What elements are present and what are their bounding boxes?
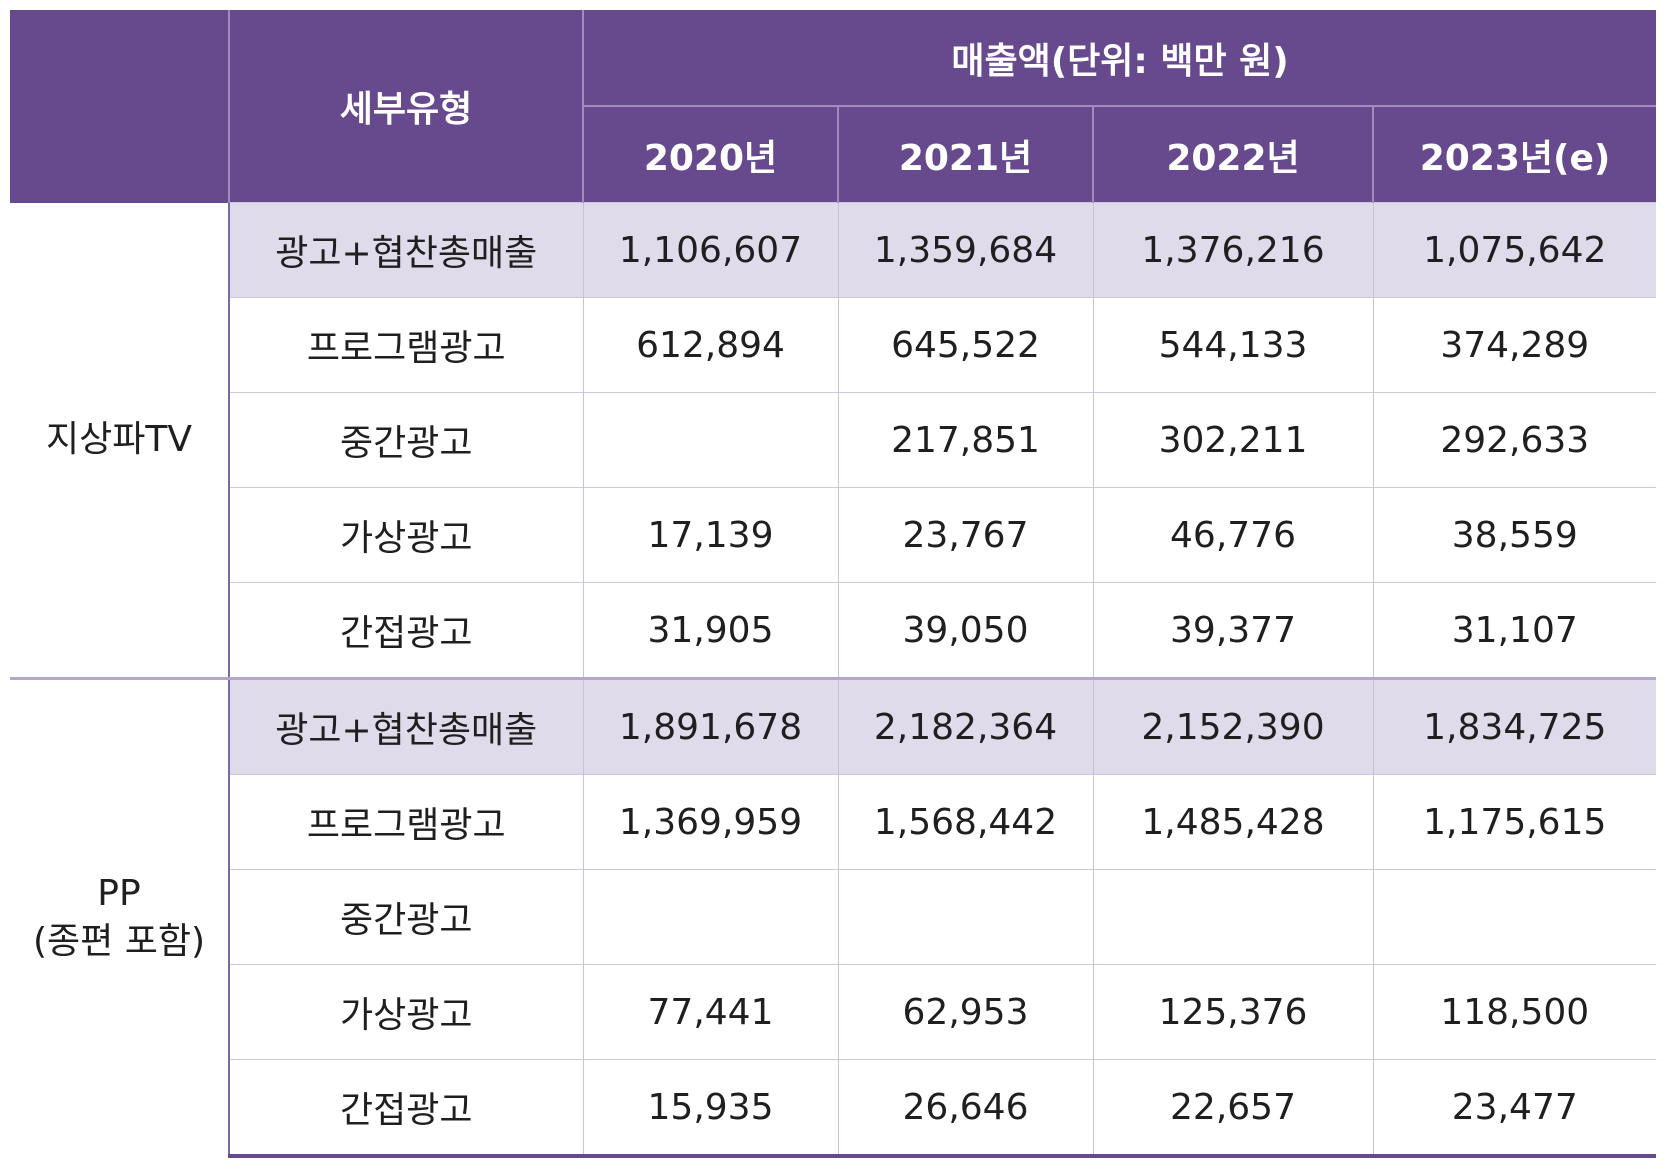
value-cell: 22,657: [1092, 1059, 1374, 1158]
value-cell: 2,152,390: [1092, 677, 1374, 775]
value-cell: 39,050: [837, 582, 1094, 679]
table-row: 중간광고 217,851 302,211 292,633: [10, 392, 1657, 488]
value-cell: 31,107: [1372, 582, 1657, 679]
header-year: 2020년: [582, 105, 839, 203]
value-cell: 39,377: [1092, 582, 1374, 679]
value-cell: 1,376,216: [1092, 202, 1374, 298]
value-cell: 46,776: [1092, 487, 1374, 583]
row-label: 간접광고: [228, 1059, 584, 1158]
value-cell: 118,500: [1372, 964, 1657, 1060]
table-row: PP (종편 포함) 광고+협찬총매출 1,891,678 2,182,364 …: [10, 677, 1657, 1156]
row-label: 가상광고: [228, 487, 584, 583]
revenue-table-container: 세부유형 매출액(단위: 백만 원) 2020년 2021년 2022년 202…: [10, 10, 1657, 1158]
value-cell: 15,935: [582, 1059, 839, 1158]
row-label: 프로그램광고: [228, 297, 584, 393]
value-cell: 645,522: [837, 297, 1094, 393]
table-row: 프로그램광고 612,894 645,522 544,133 374,289: [10, 297, 1657, 393]
row-label: 간접광고: [228, 582, 584, 679]
value-cell: 1,106,607: [582, 202, 839, 298]
value-cell: [1372, 869, 1657, 965]
value-cell: 1,369,959: [582, 774, 839, 870]
table-row: 간접광고 31,905 39,050 39,377 31,107: [10, 582, 1657, 679]
value-cell: 1,075,642: [1372, 202, 1657, 298]
ad-revenue-table: 세부유형 매출액(단위: 백만 원) 2020년 2021년 2022년 202…: [10, 10, 1657, 1158]
value-cell: 125,376: [1092, 964, 1374, 1060]
category-line-1: PP: [97, 873, 141, 914]
value-cell: 62,953: [837, 964, 1094, 1060]
value-cell: 292,633: [1372, 392, 1657, 488]
category-line-2: (종편 포함): [32, 921, 205, 962]
table-row: 간접광고 15,935 26,646 22,657 23,477: [10, 1059, 1657, 1158]
value-cell: 374,289: [1372, 297, 1657, 393]
header-year: 2021년: [837, 105, 1094, 203]
value-cell: 38,559: [1372, 487, 1657, 583]
category-cell-terrestrial: 지상파TV: [10, 202, 230, 679]
value-cell: 1,485,428: [1092, 774, 1374, 870]
value-cell: 1,891,678: [582, 677, 839, 775]
header-corner-cell: [10, 10, 230, 203]
value-cell: 2,182,364: [837, 677, 1094, 775]
row-label: 광고+협찬총매출: [228, 202, 584, 298]
value-cell: [582, 392, 839, 488]
value-cell: 612,894: [582, 297, 839, 393]
value-cell: 544,133: [1092, 297, 1374, 393]
table-row: 지상파TV 광고+협찬총매출 1,106,607 1,359,684 1,376…: [10, 202, 1657, 679]
value-cell: 77,441: [582, 964, 839, 1060]
table-row: 가상광고 77,441 62,953 125,376 118,500: [10, 964, 1657, 1060]
header-year: 2022년: [1092, 105, 1374, 203]
value-cell: 1,834,725: [1372, 677, 1657, 775]
value-cell: [837, 869, 1094, 965]
value-cell: 217,851: [837, 392, 1094, 488]
table-body: 지상파TV 광고+협찬총매출 1,106,607 1,359,684 1,376…: [10, 202, 1657, 1158]
table-row: 중간광고: [10, 869, 1657, 965]
value-cell: 1,175,615: [1372, 774, 1657, 870]
row-label: 가상광고: [228, 964, 584, 1060]
table-row: 프로그램광고 1,369,959 1,568,442 1,485,428 1,1…: [10, 774, 1657, 870]
value-cell: 1,359,684: [837, 202, 1094, 298]
header-year: 2023년(e): [1371, 105, 1657, 203]
value-cell: 26,646: [837, 1059, 1094, 1158]
value-cell: 23,767: [837, 487, 1094, 583]
value-cell: [582, 869, 839, 965]
category-cell-pp: PP (종편 포함): [10, 677, 230, 1156]
row-label: 광고+협찬총매출: [228, 677, 584, 775]
value-cell: 31,905: [582, 582, 839, 679]
header-revenue-unit: 매출액(단위: 백만 원): [581, 10, 1657, 106]
row-label: 프로그램광고: [228, 774, 584, 870]
row-label: 중간광고: [228, 392, 584, 488]
value-cell: 23,477: [1372, 1059, 1657, 1158]
value-cell: 1,568,442: [837, 774, 1094, 870]
table-header: 세부유형 매출액(단위: 백만 원) 2020년 2021년 2022년 202…: [10, 10, 1657, 203]
row-label: 중간광고: [228, 869, 584, 965]
value-cell: 302,211: [1092, 392, 1374, 488]
header-subtype: 세부유형: [228, 10, 584, 203]
value-cell: 17,139: [582, 487, 839, 583]
value-cell: [1092, 869, 1374, 965]
table-row: 가상광고 17,139 23,767 46,776 38,559: [10, 487, 1657, 583]
